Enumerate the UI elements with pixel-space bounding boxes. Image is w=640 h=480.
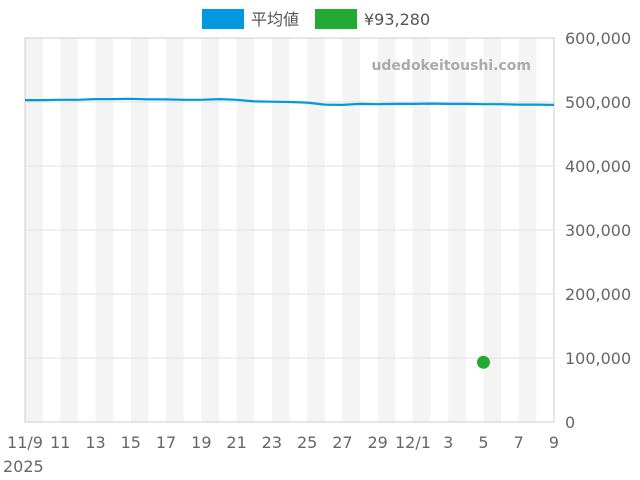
- x-year-label: 2025: [3, 457, 44, 476]
- legend-label-average: 平均値: [251, 10, 299, 29]
- legend-swatch-price: [315, 9, 357, 29]
- legend-swatch-average: [202, 9, 244, 29]
- y-tick-label: 500,000: [565, 93, 631, 112]
- x-tick-label: 21: [226, 433, 246, 452]
- series-line-average: [25, 97, 555, 107]
- y-tick-label: 0: [565, 413, 575, 432]
- y-tick-label: 200,000: [565, 285, 631, 304]
- x-tick-label: 23: [262, 433, 282, 452]
- x-tick-label: 27: [332, 433, 352, 452]
- x-tick-label: 11/9: [7, 433, 43, 452]
- x-tick-label: 13: [85, 433, 105, 452]
- x-tick-label: 12/1: [395, 433, 431, 452]
- x-tick-label: 29: [367, 433, 387, 452]
- x-tick-label: 25: [297, 433, 317, 452]
- x-tick-label: 15: [121, 433, 141, 452]
- legend-label-price: ¥93,280: [364, 10, 430, 29]
- series-point-price: [476, 355, 490, 369]
- x-tick-label: 17: [156, 433, 176, 452]
- watermark: udedokeitoushi.com: [371, 58, 531, 74]
- y-tick-label: 100,000: [565, 349, 631, 368]
- x-tick-label: 7: [514, 433, 524, 452]
- y-tick-label: 300,000: [565, 221, 631, 240]
- x-tick-label: 19: [191, 433, 211, 452]
- x-tick-label: 5: [478, 433, 488, 452]
- x-tick-label: 11: [50, 433, 70, 452]
- plot-frame: [24, 37, 555, 423]
- x-tick-label: 9: [549, 433, 559, 452]
- x-tick-label: 3: [443, 433, 453, 452]
- y-tick-label: 400,000: [565, 157, 631, 176]
- y-tick-label: 600,000: [565, 29, 631, 48]
